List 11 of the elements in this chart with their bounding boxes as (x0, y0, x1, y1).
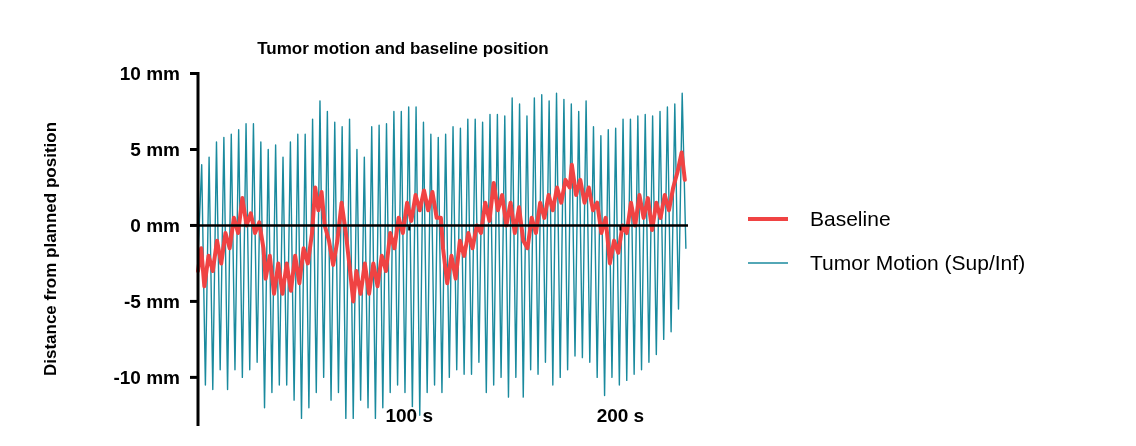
y-tick-label: -5 mm (124, 291, 180, 313)
x-tick-label: 100 s (385, 405, 433, 426)
x-tick-label: 200 s (596, 405, 645, 426)
y-axis-title: Distance from planned position (41, 121, 60, 377)
legend-label: Baseline (810, 207, 891, 231)
y-tick-label: 0 mm (130, 215, 180, 237)
y-tick-label: 5 mm (130, 139, 180, 161)
legend-label: Tumor Motion (Sup/Inf) (810, 251, 1026, 275)
chart-title: Tumor motion and baseline position (257, 39, 549, 58)
y-tick-label: 10 mm (119, 63, 180, 85)
y-tick-label: -10 mm (113, 367, 180, 389)
